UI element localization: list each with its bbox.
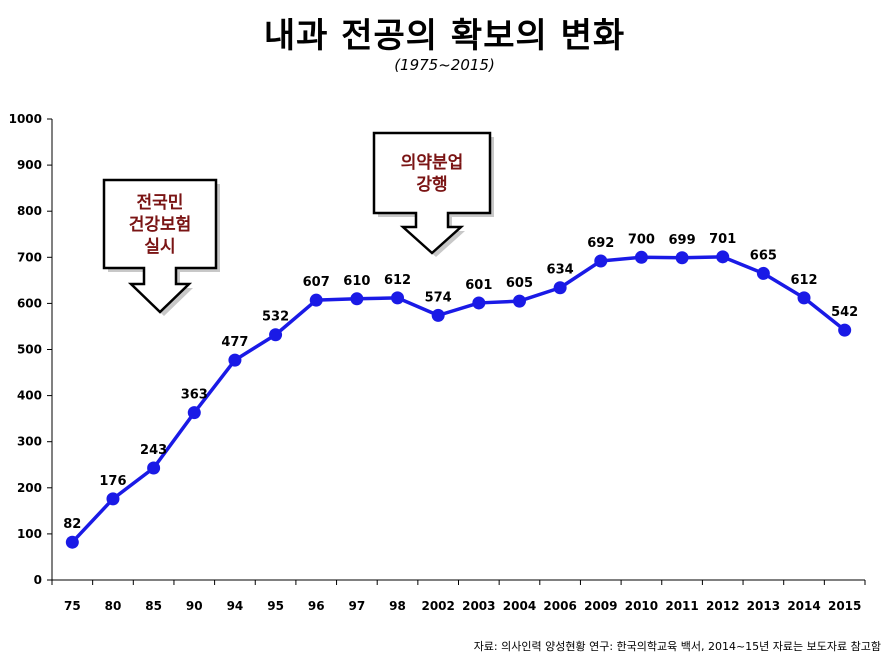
x-tick-label: 80 <box>105 599 122 613</box>
axes: 0 100 200 300 400 500 600 700 800 900 1000 75 80 85 90… <box>9 112 866 613</box>
data-label: 701 <box>709 232 736 247</box>
data-point <box>512 294 526 308</box>
data-label: 542 <box>831 305 858 320</box>
x-tick-label: 2002 <box>421 599 454 613</box>
chart-title: 내과 전공의 확보의 변화 <box>263 16 626 56</box>
data-point <box>838 323 852 337</box>
x-tick-label: 2014 <box>787 599 820 613</box>
x-tick-label: 95 <box>267 599 284 613</box>
data-point <box>309 293 323 307</box>
y-tick-label: 900 <box>17 158 42 172</box>
x-tick-label: 2004 <box>503 599 536 613</box>
data-label: 610 <box>343 274 370 289</box>
data-label: 363 <box>181 388 208 403</box>
data-point <box>431 308 445 322</box>
data-label: 634 <box>547 263 574 278</box>
y-tick-label: 300 <box>17 435 42 449</box>
x-tick-label: 97 <box>349 599 366 613</box>
callout-label: 강행 <box>416 175 447 195</box>
data-label: 700 <box>628 232 655 247</box>
x-tick-label: 94 <box>227 599 244 613</box>
y-tick-label: 400 <box>17 389 42 403</box>
data-label: 605 <box>506 276 533 291</box>
data-point <box>65 535 79 549</box>
y-tick-label: 200 <box>17 481 42 495</box>
x-tick-label: 2012 <box>706 599 739 613</box>
data-label: 692 <box>587 236 614 251</box>
series-polyline <box>71 255 846 544</box>
x-tick-label: 2009 <box>584 599 617 613</box>
x-tick-label: 90 <box>186 599 203 613</box>
y-tick-label: 0 <box>34 573 42 587</box>
chart-subtitle: (1975~2015) <box>394 56 495 74</box>
source-note: 자료: 의사인력 양성현황 연구: 한국의학교육 백서, 2014~15년 자료… <box>473 640 881 653</box>
y-tick-label: 500 <box>17 343 42 357</box>
data-label: 176 <box>99 474 126 489</box>
data-point <box>675 251 689 265</box>
callout-arrow <box>102 178 218 314</box>
series-line <box>65 250 852 549</box>
x-tick-label: 2003 <box>462 599 495 613</box>
data-point <box>716 250 730 264</box>
callout-arrow <box>372 131 492 255</box>
y-tick-label: 1000 <box>9 112 42 126</box>
data-point <box>350 292 364 306</box>
data-point <box>553 281 567 295</box>
y-tick-label: 800 <box>17 204 42 218</box>
x-tick-label: 96 <box>308 599 325 613</box>
data-point <box>594 254 608 268</box>
data-point <box>634 250 648 264</box>
data-labels: 82 176 243 363 477 532 607 610 612 574 601 605 634 69… <box>63 232 858 532</box>
data-point <box>756 266 770 280</box>
y-tick-label: 100 <box>17 527 42 541</box>
data-label: 699 <box>669 233 696 248</box>
x-tick-label: 2010 <box>625 599 658 613</box>
data-point <box>228 353 242 367</box>
x-tick-label: 2006 <box>543 599 576 613</box>
data-point <box>187 406 201 420</box>
y-tick-label: 700 <box>17 250 42 264</box>
data-label: 607 <box>303 275 330 290</box>
x-tick-label: 98 <box>389 599 406 613</box>
x-tick-label: 2013 <box>747 599 780 613</box>
callout-label: 의약분업 <box>401 152 464 173</box>
data-point <box>147 461 161 475</box>
data-label: 82 <box>63 517 81 532</box>
callout-label: 실시 <box>144 237 175 257</box>
x-tick-label: 2015 <box>828 599 861 613</box>
data-point <box>797 291 811 305</box>
y-tick-label: 600 <box>17 296 42 310</box>
data-point <box>269 328 283 342</box>
data-label: 665 <box>750 248 777 263</box>
data-label: 574 <box>425 290 452 305</box>
callout-label: 건강보험 <box>129 214 192 235</box>
x-tick-label: 75 <box>64 599 81 613</box>
data-label: 601 <box>465 278 492 293</box>
data-label: 477 <box>221 335 248 350</box>
data-label: 612 <box>790 273 817 288</box>
data-point <box>472 296 486 310</box>
x-tick-label: 85 <box>145 599 162 613</box>
data-label: 243 <box>140 443 167 458</box>
data-point <box>391 291 405 305</box>
data-point <box>106 492 120 506</box>
data-label: 532 <box>262 310 289 325</box>
data-label: 612 <box>384 273 411 288</box>
x-tick-label: 2011 <box>665 599 698 613</box>
callout-label: 전국민 <box>137 193 184 213</box>
